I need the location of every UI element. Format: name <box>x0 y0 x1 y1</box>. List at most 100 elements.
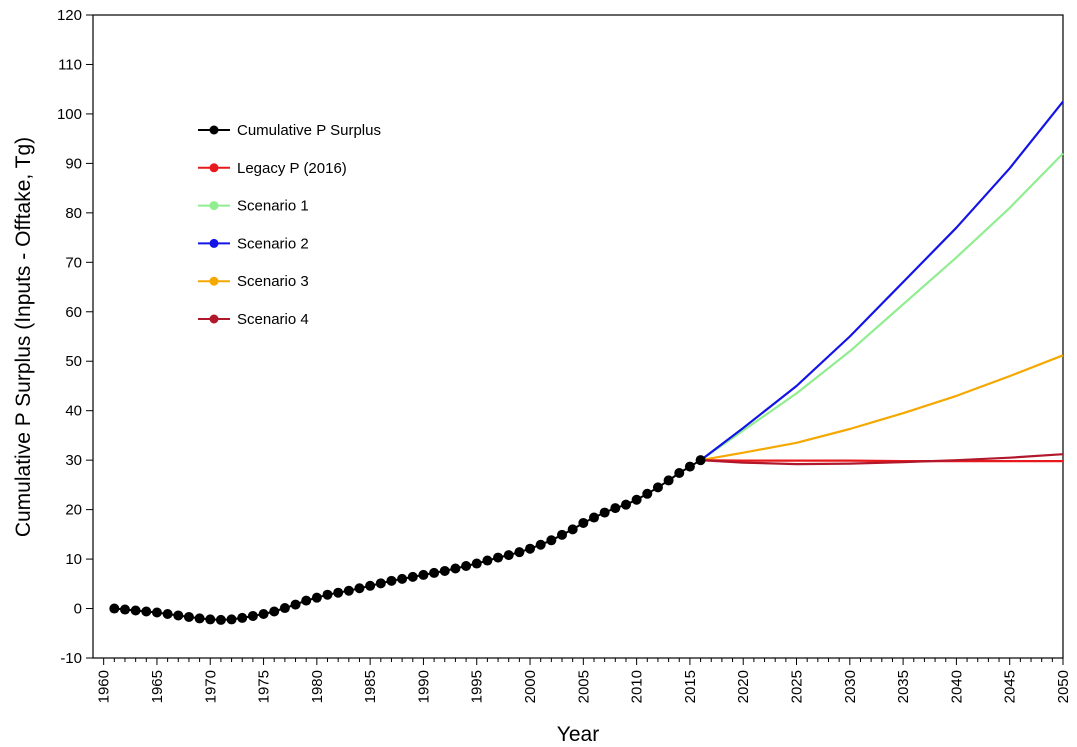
legend-label: Scenario 1 <box>237 198 309 215</box>
legend-marker <box>209 276 219 286</box>
x-tick-label: 1980 <box>309 670 326 703</box>
data-point <box>365 580 376 591</box>
data-point <box>450 563 461 574</box>
data-point <box>173 610 184 621</box>
x-tick-label: 2045 <box>1002 670 1019 703</box>
series-line-2 <box>699 152 1064 462</box>
data-point <box>557 529 568 540</box>
x-tick-label: 1990 <box>415 670 432 703</box>
series-line-0 <box>114 459 702 621</box>
data-point <box>247 610 258 621</box>
legend-marker <box>209 201 219 211</box>
data-point <box>439 565 450 576</box>
data-point <box>269 606 280 617</box>
data-point <box>354 583 365 594</box>
y-tick-label: 10 <box>65 551 82 568</box>
data-point <box>151 607 162 618</box>
x-tick-label: 2005 <box>575 670 592 703</box>
data-point <box>610 503 621 514</box>
y-tick-label: 30 <box>65 452 82 469</box>
data-point <box>514 547 525 558</box>
data-point <box>482 555 493 566</box>
legend-label: Scenario 3 <box>237 273 309 290</box>
x-tick-label: 2015 <box>682 670 699 703</box>
data-point <box>525 543 536 554</box>
y-tick-label: -10 <box>60 650 82 667</box>
x-tick-label: 1965 <box>149 670 166 703</box>
data-point <box>578 517 589 528</box>
x-tick-label: 2030 <box>842 670 859 703</box>
data-point <box>205 614 216 625</box>
data-point <box>418 569 429 580</box>
y-axis-title: Cumulative P Surplus (Inputs - Offtake, … <box>12 137 35 537</box>
x-tick-label: 2040 <box>948 670 965 703</box>
y-tick-label: 100 <box>57 106 82 123</box>
series-layer <box>109 100 1064 625</box>
data-point <box>620 499 631 510</box>
series-line-5 <box>700 453 1064 466</box>
series-line-3 <box>699 100 1064 462</box>
data-point <box>290 599 301 610</box>
y-axis: -10 0 10 20 30 40 50 60 70 80 90 100 110 120 <box>57 7 93 667</box>
x-tick-label: 1995 <box>469 670 486 703</box>
data-point <box>493 552 504 563</box>
data-point <box>141 606 152 617</box>
data-point <box>588 512 599 523</box>
x-tick-label: 1970 <box>202 670 219 703</box>
x-tick-label: 2035 <box>895 670 912 703</box>
data-point <box>407 571 418 582</box>
y-tick-label: 60 <box>65 304 82 321</box>
data-point <box>567 524 578 535</box>
legend-label: Scenario 2 <box>237 235 309 252</box>
data-point <box>642 488 653 499</box>
data-point <box>429 567 440 578</box>
data-point <box>695 455 706 466</box>
data-point <box>631 494 642 505</box>
legend-marker <box>209 163 219 173</box>
data-point <box>215 614 226 625</box>
data-point <box>183 611 194 622</box>
y-tick-label: 110 <box>58 56 82 73</box>
data-point <box>535 539 546 550</box>
data-point <box>397 573 408 584</box>
y-tick-label: 120 <box>57 7 82 24</box>
data-point <box>194 613 205 624</box>
data-point <box>109 603 120 614</box>
data-point <box>652 482 663 493</box>
x-tick-label: 2050 <box>1055 670 1072 703</box>
data-point <box>471 558 482 569</box>
y-tick-label: 20 <box>65 502 82 519</box>
legend-label: Scenario 4 <box>237 311 309 328</box>
legend-marker <box>209 314 219 324</box>
data-point <box>546 535 557 546</box>
x-tick-label: 1960 <box>96 670 113 703</box>
data-point <box>301 595 312 606</box>
x-axis-title: Year <box>557 723 599 746</box>
legend-label: Legacy P (2016) <box>237 160 347 177</box>
data-point <box>663 475 674 486</box>
data-point <box>674 468 685 479</box>
y-tick-label: 70 <box>65 254 82 271</box>
data-point <box>119 604 130 615</box>
y-tick-label: 40 <box>65 403 82 420</box>
legend-marker <box>209 238 219 248</box>
series-line-1 <box>700 459 1063 463</box>
data-point <box>162 608 173 619</box>
data-point <box>599 507 610 518</box>
data-point <box>461 561 472 572</box>
x-tick-label: 1975 <box>256 670 273 703</box>
legend-marker <box>209 125 219 135</box>
data-point <box>258 608 269 619</box>
x-tick-label: 2025 <box>789 670 806 703</box>
plot-frame <box>92 14 1064 659</box>
legend: Cumulative P Surplus Legacy P (2016) Scena… <box>198 122 381 328</box>
series-line-4 <box>700 354 1064 462</box>
x-tick-label: 2010 <box>629 670 646 703</box>
x-axis: 1960 1965 1970 1975 1980 1985 1990 1995 2000 2005… <box>96 658 1072 703</box>
data-point <box>130 605 141 616</box>
data-point <box>333 587 344 598</box>
data-point <box>226 614 237 625</box>
legend-label: Cumulative P Surplus <box>237 122 381 139</box>
data-point <box>237 612 248 623</box>
